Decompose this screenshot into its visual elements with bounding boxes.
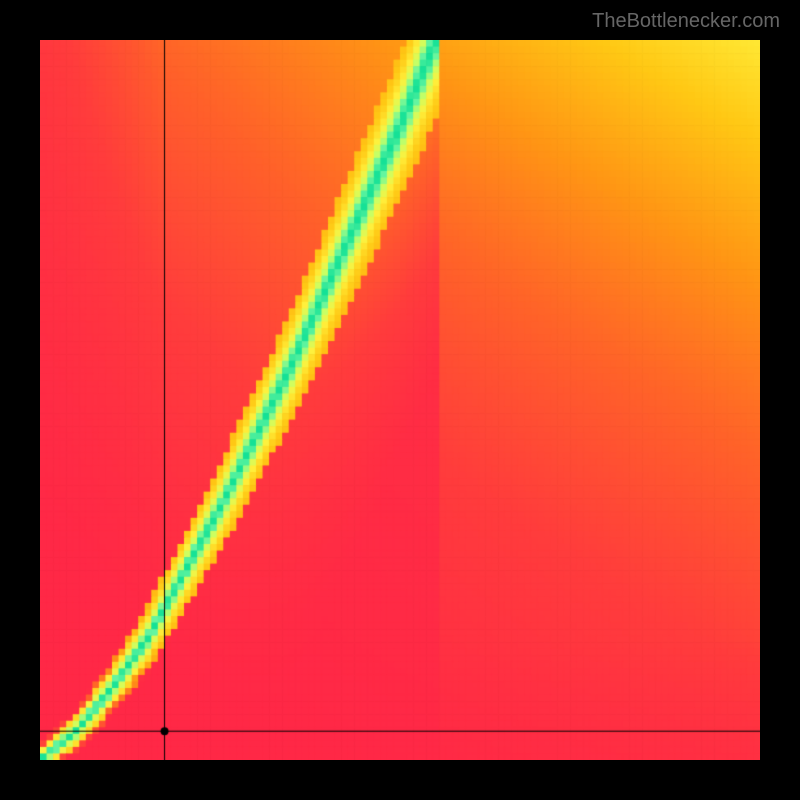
heatmap-canvas: [40, 40, 760, 760]
heatmap-plot: [40, 40, 760, 760]
chart-container: TheBottlenecker.com: [0, 0, 800, 800]
watermark-text: TheBottlenecker.com: [592, 10, 780, 33]
